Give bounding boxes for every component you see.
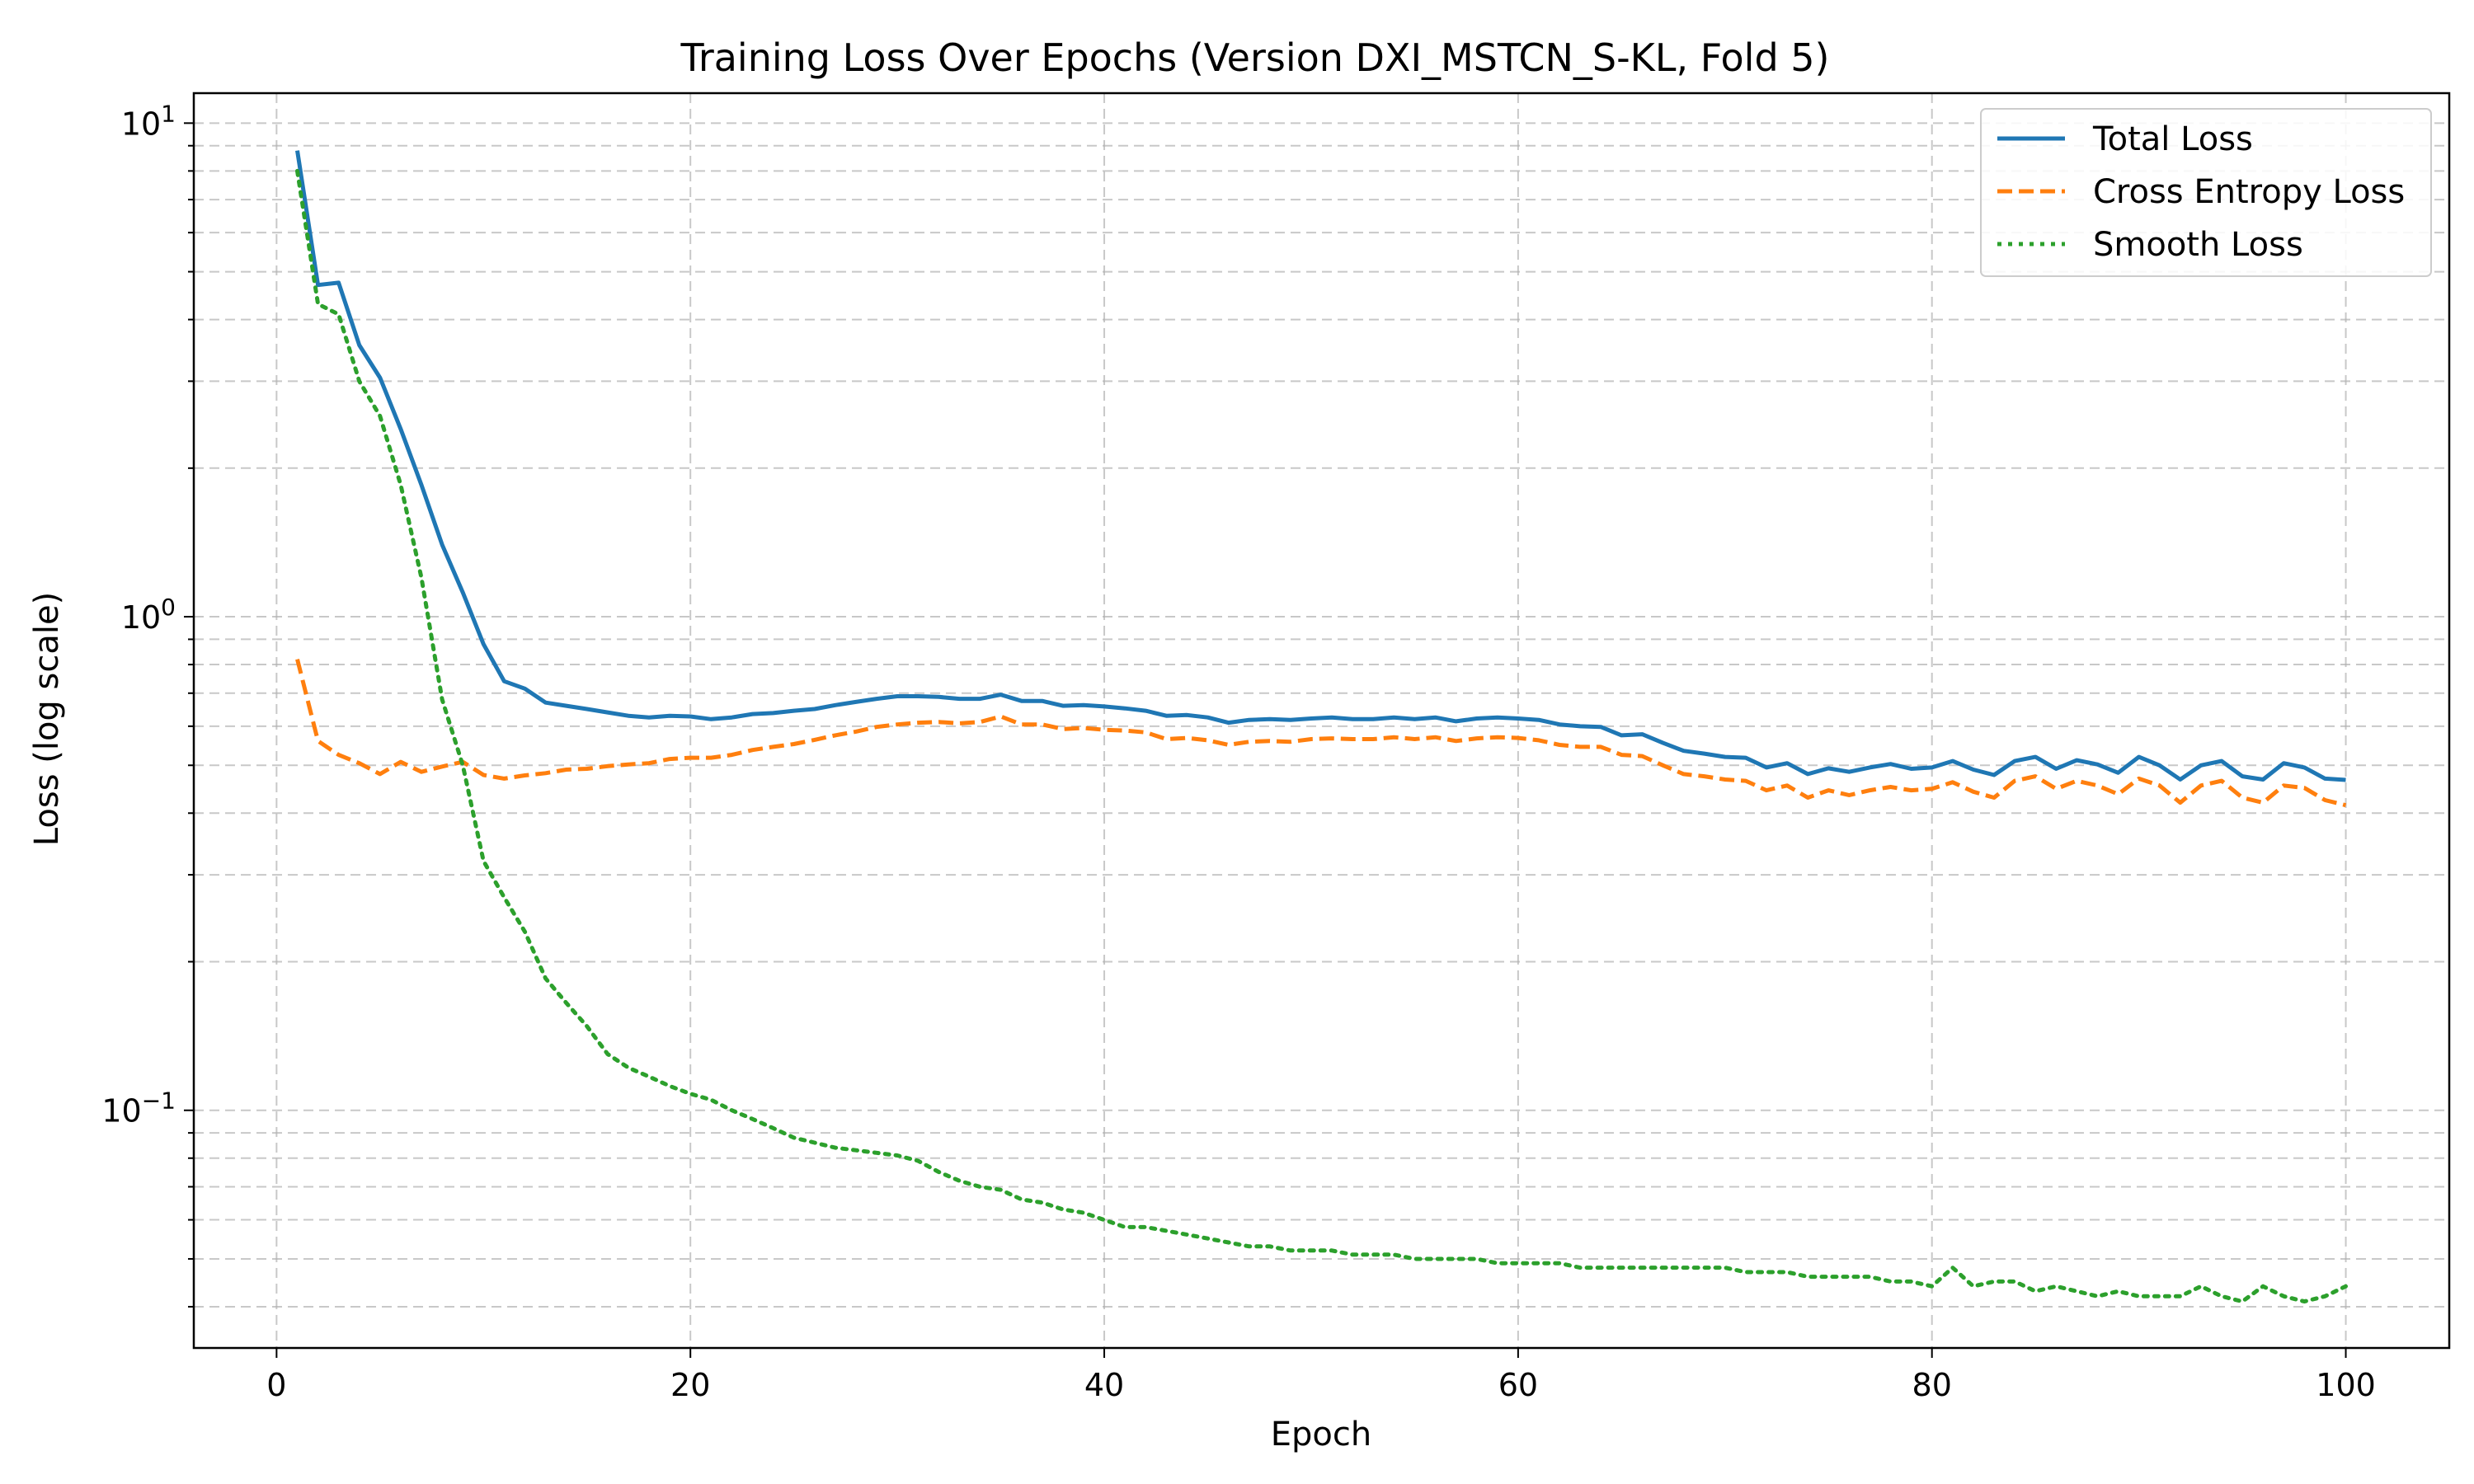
x-tick-label: 0 bbox=[266, 1367, 286, 1403]
series-line-smooth-loss bbox=[295, 168, 2348, 1304]
series-lines bbox=[295, 150, 2348, 1304]
chart-title: Training Loss Over Epochs (Version DXI_M… bbox=[680, 35, 1829, 80]
x-tick-label: 100 bbox=[2316, 1367, 2376, 1403]
tick-marks: 0 20 40 60 80 100 10−1 100 101 bbox=[101, 100, 2375, 1403]
series-line-total-loss bbox=[295, 150, 2346, 782]
axes bbox=[192, 92, 2451, 1350]
y-tick-label: 101 bbox=[121, 100, 176, 142]
x-tick-label: 60 bbox=[1498, 1367, 1538, 1403]
legend-label-total-loss: Total Loss bbox=[2092, 120, 2253, 158]
legend-label-cross-entropy-loss: Cross Entropy Loss bbox=[2093, 173, 2405, 211]
plot-frame bbox=[192, 92, 2451, 1350]
legend: Total Loss Cross Entropy Loss Smooth Los… bbox=[1980, 108, 2432, 277]
x-tick-label: 80 bbox=[1912, 1367, 1952, 1403]
y-axis-label: Loss (log scale) bbox=[28, 592, 66, 846]
x-tick-label: 20 bbox=[670, 1367, 710, 1403]
series-line-cross-entropy-loss bbox=[295, 658, 2347, 808]
y-tick-label: 10−1 bbox=[101, 1087, 176, 1129]
legend-label-smooth-loss: Smooth Loss bbox=[2093, 226, 2303, 264]
y-tick-label: 100 bbox=[121, 594, 176, 636]
x-tick-label: 40 bbox=[1084, 1367, 1124, 1403]
x-axis-label: Epoch bbox=[1271, 1416, 1371, 1453]
legend-box bbox=[1980, 108, 2432, 277]
